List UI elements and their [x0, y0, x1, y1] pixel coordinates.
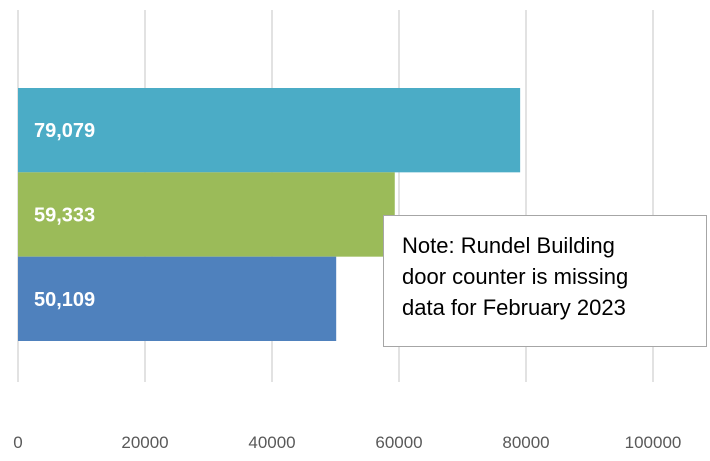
bar — [18, 172, 395, 257]
x-tick-label: 0 — [13, 433, 22, 452]
bar-value-label: 79,079 — [34, 120, 95, 142]
bar-value-label: 59,333 — [34, 205, 95, 227]
x-axis: 0 20000 40000 60000 80000 100000 — [13, 433, 681, 452]
bar — [18, 88, 521, 173]
note-annotation: Note: Rundel Building door counter is mi… — [383, 215, 707, 347]
x-tick-label: 60000 — [375, 433, 422, 452]
x-tick-label: 20000 — [121, 433, 168, 452]
x-tick-label: 100000 — [625, 433, 682, 452]
bars: 79,079 59,333 50,109 — [18, 88, 521, 341]
bar — [18, 256, 337, 341]
x-tick-label: 40000 — [248, 433, 295, 452]
x-tick-label: 80000 — [502, 433, 549, 452]
bar-value-label: 50,109 — [34, 289, 95, 311]
